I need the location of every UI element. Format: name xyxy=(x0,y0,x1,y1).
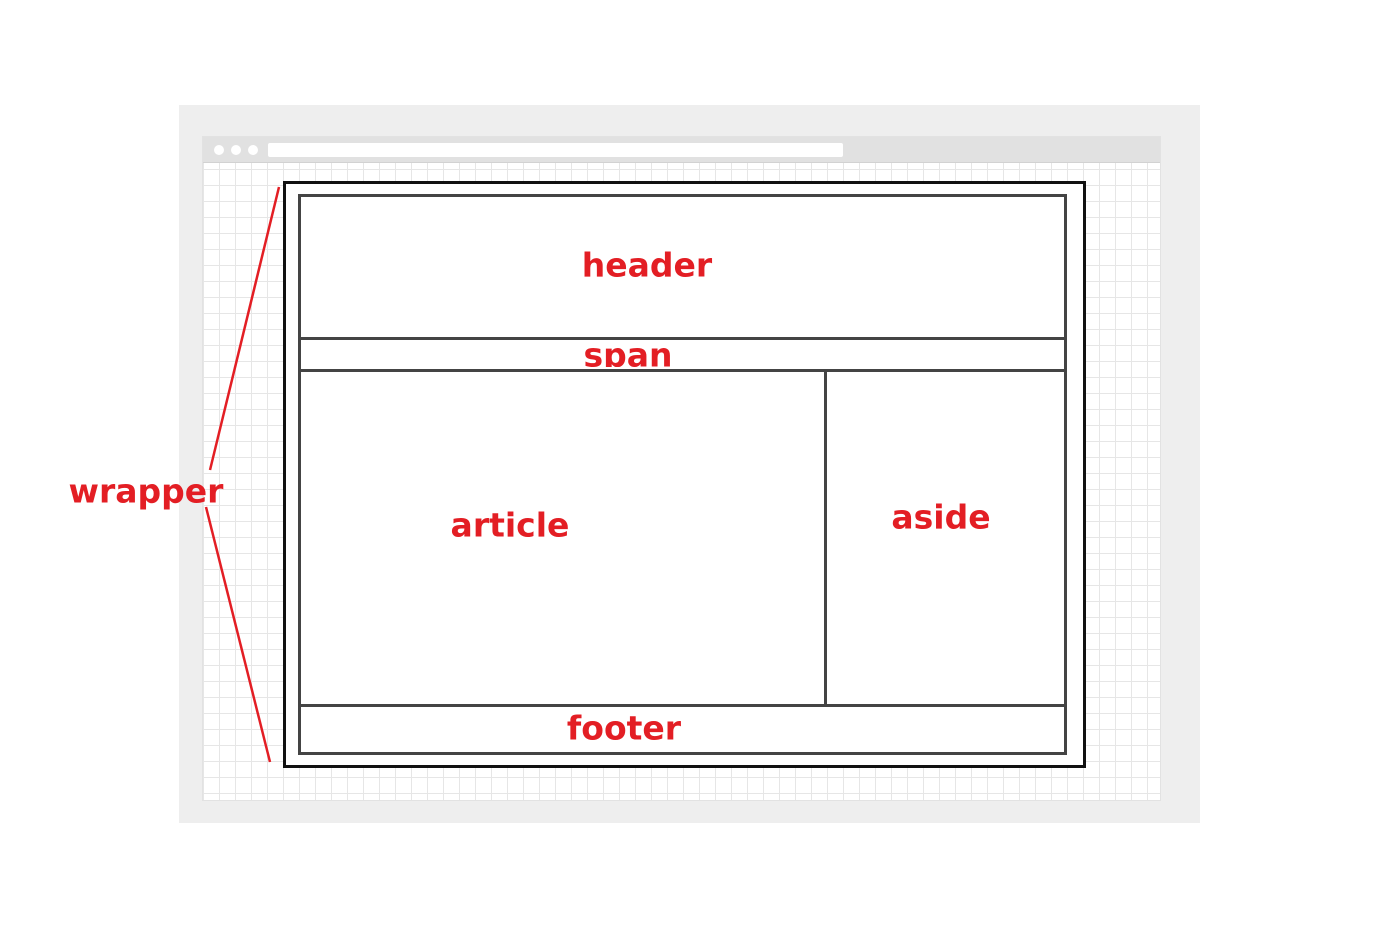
bracket-line-top xyxy=(208,186,281,471)
aside-label: aside xyxy=(891,497,991,537)
header-label: header xyxy=(581,245,713,285)
aside-box xyxy=(824,369,1067,708)
article-label: article xyxy=(450,505,570,545)
bracket-line-bottom xyxy=(204,506,272,763)
browser-titlebar xyxy=(203,137,1160,163)
address-bar[interactable] xyxy=(268,143,843,157)
wrapper-label: wrapper xyxy=(68,471,224,511)
footer-label: footer xyxy=(566,708,682,748)
article-box xyxy=(298,369,829,708)
window-dot-icon xyxy=(231,145,241,155)
span-label: span xyxy=(583,340,673,367)
window-dot-icon xyxy=(214,145,224,155)
span-label-clip: span xyxy=(298,340,1067,367)
footer-box xyxy=(298,704,1067,755)
window-dot-icon xyxy=(248,145,258,155)
